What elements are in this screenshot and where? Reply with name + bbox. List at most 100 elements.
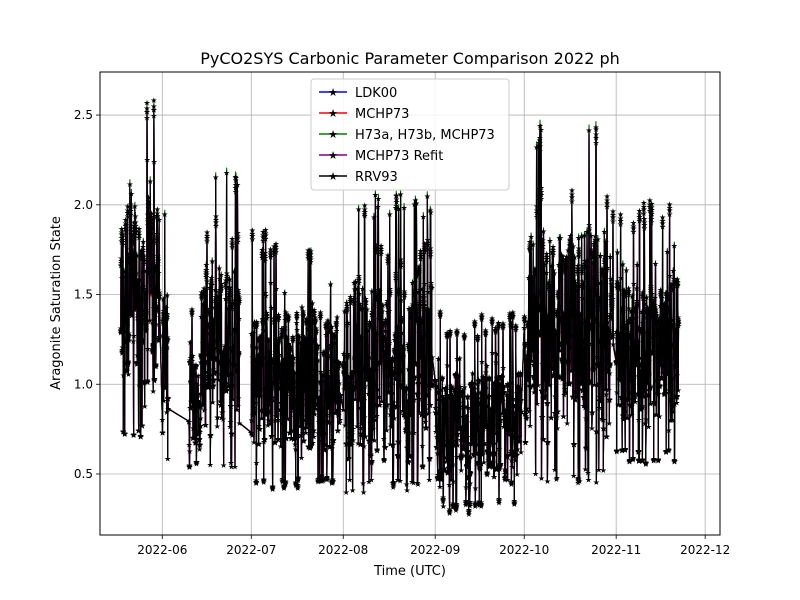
data-point: ★: [260, 477, 267, 486]
data-point: ★: [188, 307, 195, 316]
data-point: ★: [231, 463, 238, 472]
data-point: ★: [342, 360, 349, 369]
data-point: ★: [298, 454, 305, 463]
data-point: ★: [164, 394, 171, 403]
data-point: ★: [307, 247, 314, 256]
data-point: ★: [141, 402, 148, 411]
data-point: ★: [153, 304, 160, 313]
data-point: ★: [265, 336, 272, 345]
data-point: ★: [343, 304, 350, 313]
data-point: ★: [229, 381, 236, 390]
data-point: ★: [269, 484, 276, 493]
data-point: ★: [232, 326, 239, 335]
data-point: ★: [220, 461, 227, 470]
data-point: ★: [202, 421, 209, 430]
data-point: ★: [150, 102, 157, 111]
data-point: ★: [305, 345, 312, 354]
data-point: ★: [260, 326, 267, 335]
data-point: ★: [346, 475, 353, 484]
plot-area: ★★★★★★★★★★★★★★★★★★★★★★★★★★★★★★★★★★★★★★★★…: [117, 96, 682, 519]
data-point: ★: [309, 365, 316, 374]
data-point: ★: [159, 415, 166, 424]
data-point: ★: [249, 229, 256, 238]
data-point: ★: [203, 231, 210, 240]
data-point: ★: [281, 288, 288, 297]
data-point: ★: [216, 311, 223, 320]
data-point: ★: [132, 212, 139, 221]
data-point: ★: [196, 441, 203, 450]
data-point: ★: [152, 361, 159, 370]
data-point: ★: [126, 180, 133, 189]
data-point: ★: [321, 429, 328, 438]
data-point: ★: [333, 313, 340, 322]
data-point: ★: [187, 338, 194, 347]
data-point: ★: [151, 375, 158, 384]
data-point: ★: [256, 425, 263, 434]
data-point: ★: [263, 314, 270, 323]
data-point: ★: [344, 318, 351, 327]
data-point: ★: [344, 351, 351, 360]
data-point: ★: [356, 403, 363, 412]
data-point: ★: [125, 358, 132, 367]
data-point: ★: [253, 478, 260, 487]
data-point: ★: [333, 326, 340, 335]
data-point: ★: [159, 428, 166, 437]
data-point: ★: [330, 436, 337, 445]
data-point: ★: [312, 326, 319, 335]
data-point: ★: [164, 334, 171, 343]
data-point: ★: [269, 396, 276, 405]
data-point: ★: [234, 365, 241, 374]
data-point: ★: [164, 291, 171, 300]
data-point: ★: [128, 189, 135, 198]
data-point: ★: [331, 339, 338, 348]
data-point: ★: [281, 406, 288, 415]
data-point: ★: [155, 268, 162, 277]
data-point: ★: [317, 310, 324, 319]
data-point: ★: [295, 475, 302, 484]
data-point: ★: [345, 454, 352, 463]
data-point: ★: [147, 177, 154, 186]
data-point: ★: [150, 387, 157, 396]
data-point: ★: [327, 280, 334, 289]
data-point: ★: [235, 314, 242, 323]
chart-title: PyCO2SYS Carbonic Parameter Comparison 2…: [200, 49, 620, 68]
data-point: ★: [253, 459, 260, 468]
data-point: ★: [137, 432, 144, 441]
data-point: ★: [251, 407, 258, 416]
data-point: ★: [212, 216, 219, 225]
data-point: ★: [151, 158, 158, 167]
data-point: ★: [189, 351, 196, 360]
data-point: ★: [349, 486, 356, 495]
data-point: ★: [121, 430, 128, 439]
data-point: ★: [235, 394, 242, 403]
data-point: ★: [153, 233, 160, 242]
data-point: ★: [164, 454, 171, 463]
data-point: ★: [186, 447, 193, 456]
data-point: ★: [201, 406, 208, 415]
data-point: ★: [212, 173, 219, 182]
data-point: ★: [209, 398, 216, 407]
data-point: ★: [262, 291, 269, 300]
data-point: ★: [355, 274, 362, 283]
data-point: ★: [329, 477, 336, 486]
data-point: ★: [162, 383, 169, 392]
data-point: ★: [137, 346, 144, 355]
data-point: ★: [145, 197, 152, 206]
data-point: ★: [138, 421, 145, 430]
data-point: ★: [163, 344, 170, 353]
data-point: ★: [148, 222, 155, 231]
data-point: ★: [125, 370, 132, 379]
data-point: ★: [334, 426, 341, 435]
data-point: ★: [201, 292, 208, 301]
data-point: ★: [236, 419, 243, 428]
data-point: ★: [136, 357, 143, 366]
data-point: ★: [227, 418, 234, 427]
data-point: ★: [162, 352, 169, 361]
data-point: ★: [234, 181, 241, 190]
data-point: ★: [262, 229, 269, 238]
data-point: ★: [228, 430, 235, 439]
data-point: ★: [301, 353, 308, 362]
data-point: ★: [236, 295, 243, 304]
data-point: ★: [326, 418, 333, 427]
